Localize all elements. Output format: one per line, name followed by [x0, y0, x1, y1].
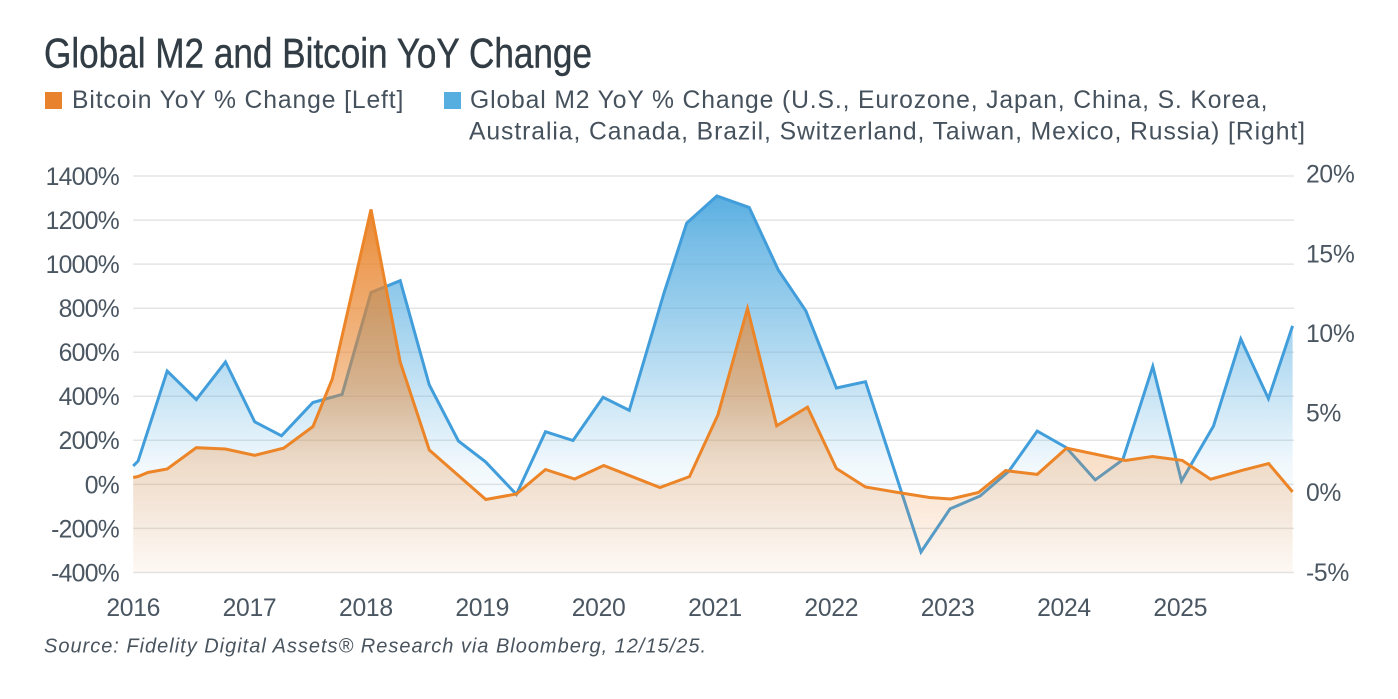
svg-text:2020: 2020: [572, 595, 626, 622]
svg-text:2021: 2021: [688, 595, 742, 622]
svg-text:Global M2 and Bitcoin YoY Chan: Global M2 and Bitcoin YoY Change: [44, 29, 592, 76]
svg-text:2017: 2017: [223, 595, 277, 622]
svg-text:2018: 2018: [339, 595, 393, 622]
svg-text:2024: 2024: [1037, 595, 1091, 622]
svg-text:20%: 20%: [1306, 162, 1355, 189]
svg-text:400%: 400%: [59, 384, 120, 411]
svg-text:-200%: -200%: [51, 516, 120, 543]
svg-text:Source: Fidelity Digital Asset: Source: Fidelity Digital Assets® Researc…: [44, 636, 706, 658]
svg-text:10%: 10%: [1306, 321, 1355, 348]
svg-text:2023: 2023: [921, 595, 975, 622]
svg-text:800%: 800%: [59, 296, 120, 323]
svg-text:2016: 2016: [106, 595, 160, 622]
svg-text:Australia, Canada, Brazil, Swi: Australia, Canada, Brazil, Switzerland, …: [469, 119, 1305, 146]
svg-text:1200%: 1200%: [46, 208, 120, 235]
svg-text:5%: 5%: [1306, 401, 1341, 428]
svg-text:2022: 2022: [804, 595, 858, 622]
svg-text:0%: 0%: [1306, 480, 1341, 507]
svg-text:Bitcoin YoY % Change [Left]: Bitcoin YoY % Change [Left]: [72, 87, 403, 114]
svg-text:600%: 600%: [59, 340, 120, 367]
svg-text:15%: 15%: [1306, 241, 1355, 268]
svg-text:1000%: 1000%: [46, 252, 120, 279]
svg-text:0%: 0%: [85, 472, 120, 499]
svg-text:-400%: -400%: [51, 560, 120, 587]
svg-text:1400%: 1400%: [46, 164, 120, 191]
svg-text:2025: 2025: [1153, 595, 1207, 622]
svg-text:200%: 200%: [59, 428, 120, 455]
svg-text:2019: 2019: [455, 595, 509, 622]
svg-text:-5%: -5%: [1306, 560, 1349, 587]
svg-text:Global M2 YoY % Change (U.S.,: Global M2 YoY % Change (U.S., Eurozone, …: [470, 87, 1268, 114]
